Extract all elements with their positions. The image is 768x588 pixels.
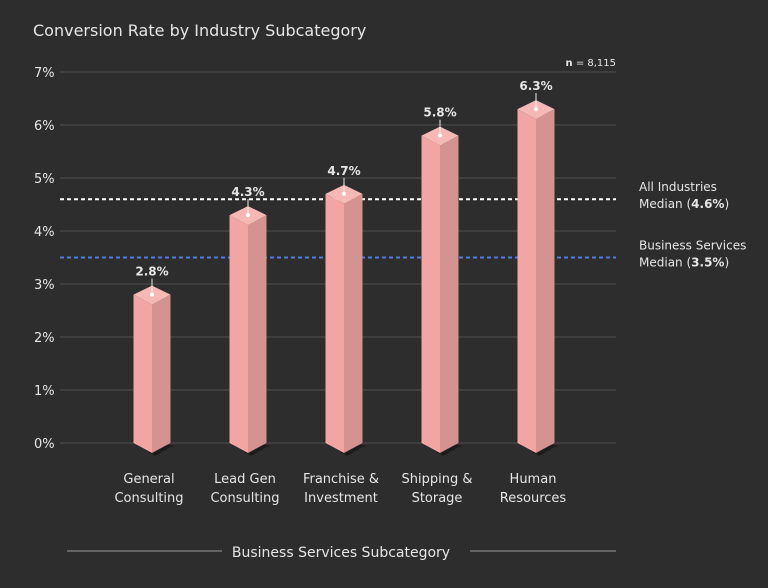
bar-front-face: [229, 215, 248, 453]
bar: 5.8%: [421, 106, 463, 456]
sample-size-value: = 8,115: [576, 58, 616, 69]
data-label: 4.3%: [231, 185, 264, 199]
data-point-dot: [438, 133, 442, 138]
x-tick-label: Human: [510, 472, 557, 487]
data-label: 6.3%: [519, 79, 552, 93]
x-tick-label: Storage: [412, 491, 463, 506]
data-point-dot: [534, 107, 538, 112]
x-tick-label: Shipping &: [402, 472, 473, 487]
bar-front-face: [517, 109, 536, 453]
x-tick-label: General: [123, 472, 174, 487]
sample-size: n = 8,115: [566, 58, 617, 69]
bar: 2.8%: [133, 265, 175, 456]
y-tick-label: 0%: [34, 437, 55, 452]
x-tick-label: Investment: [304, 491, 378, 506]
bar: 4.7%: [325, 164, 367, 456]
bar-front-face: [421, 135, 440, 453]
data-label: 5.8%: [423, 106, 456, 120]
data-point-dot: [342, 191, 346, 196]
y-tick-label: 1%: [34, 384, 55, 399]
y-tick-label: 6%: [34, 119, 55, 134]
x-tick-label: Consulting: [114, 491, 183, 506]
bar-side-face: [152, 294, 171, 453]
x-tick-label: Franchise &: [303, 472, 379, 487]
sample-size-label: n: [566, 58, 573, 69]
x-tick-label: Lead Gen: [214, 472, 276, 487]
y-tick-label: 5%: [34, 172, 55, 187]
bar-side-face: [536, 109, 555, 453]
x-tick-label: Resources: [500, 491, 567, 506]
bar-front-face: [325, 193, 344, 453]
x-tick-label: Consulting: [210, 491, 279, 506]
bar-front-face: [133, 294, 152, 453]
bar-side-face: [344, 193, 363, 453]
chart-title: Conversion Rate by Industry Subcategory: [33, 21, 366, 40]
y-tick-label: 2%: [34, 331, 55, 346]
bar-side-face: [440, 135, 459, 453]
bar-side-face: [248, 215, 267, 453]
y-tick-label: 4%: [34, 225, 55, 240]
data-point-dot: [150, 292, 154, 297]
x-axis-title: Business Services Subcategory: [232, 545, 450, 561]
data-point-dot: [246, 213, 250, 218]
reference-label: Business Services: [639, 239, 746, 253]
y-tick-label: 7%: [34, 66, 55, 81]
bar: 6.3%: [517, 79, 559, 456]
y-tick-label: 3%: [34, 278, 55, 293]
reference-label-median: Median (3.5%): [639, 256, 729, 270]
reference-label: All Industries: [639, 180, 717, 194]
data-label: 4.7%: [327, 164, 360, 178]
bar: 4.3%: [229, 185, 271, 456]
data-label: 2.8%: [135, 265, 168, 279]
reference-label-median: Median (4.6%): [639, 197, 729, 211]
